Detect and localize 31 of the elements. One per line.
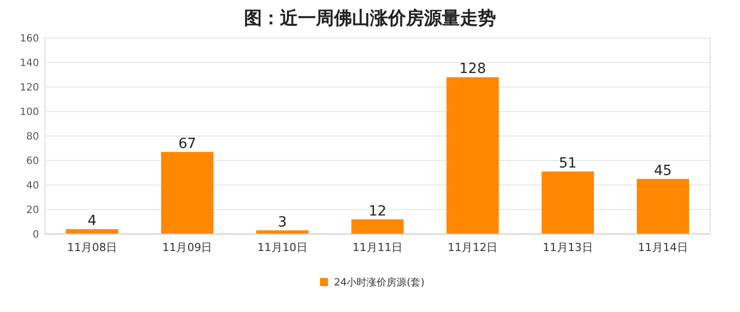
bar [542, 172, 594, 234]
x-tick-label: 11月12日 [448, 241, 498, 254]
x-tick-label: 11月08日 [67, 241, 118, 254]
y-tick-label: 0 [32, 230, 39, 240]
bar [66, 229, 118, 234]
data-label: 45 [654, 162, 672, 179]
y-tick-label: 120 [20, 82, 39, 94]
x-tick-label: 11月14日 [638, 241, 688, 254]
y-tick-label: 100 [20, 107, 39, 118]
x-tick-label: 11月09日 [162, 241, 212, 254]
y-tick-label: 20 [26, 205, 39, 216]
chart-title: 图：近一周佛山涨价房源量走势 [244, 8, 496, 29]
y-tick-label: 40 [26, 180, 39, 192]
x-tick-label: 11月11日 [352, 241, 402, 254]
bar [351, 219, 404, 234]
y-tick-label: 60 [26, 156, 39, 167]
bar [161, 152, 214, 234]
y-tick-label: 160 [20, 34, 39, 44]
data-label: 12 [368, 203, 386, 220]
data-label: 51 [558, 156, 577, 172]
y-tick-label: 140 [20, 58, 39, 69]
bar [446, 77, 499, 234]
legend-label: 24小时涨价房源(套) [334, 276, 425, 288]
data-label: 67 [178, 136, 196, 152]
x-tick-label: 11月10日 [257, 241, 308, 254]
data-label: 128 [459, 61, 486, 78]
bar [636, 178, 690, 234]
y-tick-label: 80 [26, 132, 39, 142]
data-label: 4 [88, 213, 97, 230]
x-tick-label: 11月13日 [542, 241, 593, 254]
data-label: 3 [278, 214, 287, 230]
